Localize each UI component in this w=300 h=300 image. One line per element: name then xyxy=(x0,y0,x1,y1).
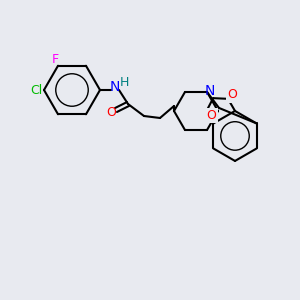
Text: N: N xyxy=(205,84,215,98)
Text: O: O xyxy=(106,106,116,118)
Text: H: H xyxy=(119,76,129,89)
Text: N: N xyxy=(110,80,120,94)
Text: Cl: Cl xyxy=(30,83,42,97)
Text: F: F xyxy=(51,53,58,66)
Text: O: O xyxy=(227,88,237,101)
Text: O: O xyxy=(206,109,216,122)
